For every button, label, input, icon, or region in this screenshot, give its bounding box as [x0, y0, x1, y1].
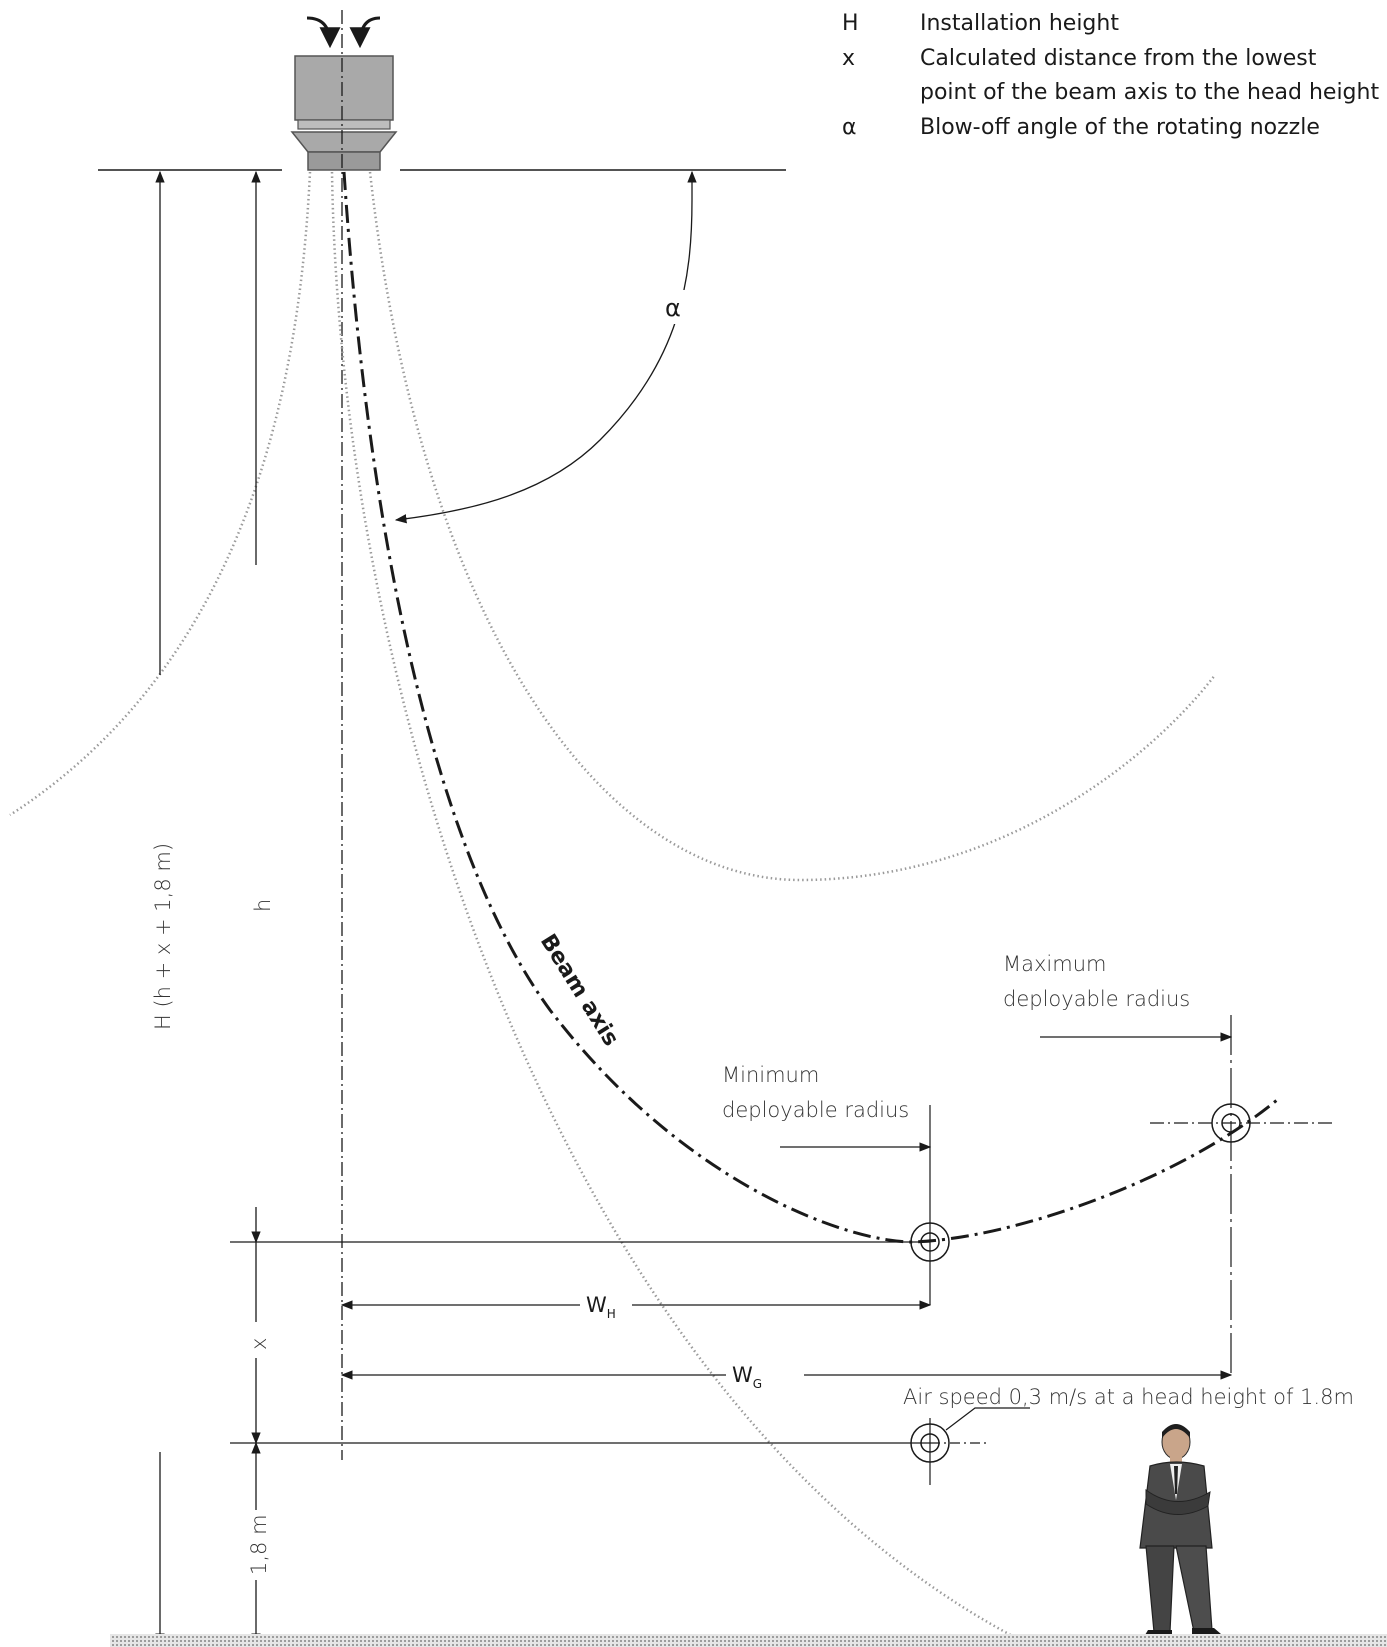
min-radius-label-1: Minimum [722, 1063, 819, 1087]
legend-symbol-H: H [842, 11, 859, 36]
WH-label: WH [586, 1293, 616, 1321]
device-housing [294, 55, 394, 121]
air-device [290, 16, 398, 171]
person-figure-icon [1139, 1424, 1228, 1640]
x-dim-label: x [247, 1338, 271, 1350]
alpha-label-bg [660, 290, 690, 324]
max-radius-label-2: deployable radius [1003, 987, 1190, 1011]
target-circle-icon [1211, 1103, 1251, 1143]
max-radius-label-1: Maximum [1003, 952, 1106, 976]
device-nozzle [307, 151, 381, 171]
legend-text-alpha: Blow-off angle of the rotating nozzle [920, 115, 1320, 140]
spray-envelope [9, 171, 1216, 1642]
H-dim-label: H (h + x + 1,8 m) [151, 843, 175, 1030]
head-dim-label: 1,8 m [247, 1514, 271, 1575]
beam-axis-curve [342, 171, 1278, 1244]
air-inlet-arrow-icon [349, 16, 381, 49]
beam-axis-label: Beam axis [535, 930, 623, 1051]
legend-symbol-alpha: α [842, 115, 857, 140]
floor [110, 1634, 1387, 1647]
spray-curve-inner [330, 171, 1021, 1642]
device-collar [297, 119, 391, 130]
air-speed-leader [945, 1407, 1030, 1431]
legend-text-x-1: Calculated distance from the lowest [920, 46, 1317, 71]
alpha-label: α [665, 294, 681, 322]
legend-text-H: Installation height [920, 11, 1119, 36]
air-inlet-arrow-icon [306, 16, 341, 49]
legend: H Installation height x Calculated dista… [842, 11, 1379, 140]
device-cone [290, 131, 398, 153]
target-circle-icon [910, 1423, 950, 1463]
air-speed-label: Air speed 0,3 m/s at a head height of 1.… [903, 1385, 1354, 1409]
min-radius-label-2: deployable radius [722, 1098, 909, 1122]
legend-symbol-x: x [842, 46, 855, 71]
legend-text-x-2: point of the beam axis to the head heigh… [920, 80, 1379, 105]
alpha-arc [394, 199, 693, 524]
target-circle-icon [910, 1222, 950, 1262]
WG-label: WG [732, 1363, 762, 1391]
spray-curve-outer-right [368, 171, 1216, 882]
h-dim-label: h [251, 899, 275, 912]
